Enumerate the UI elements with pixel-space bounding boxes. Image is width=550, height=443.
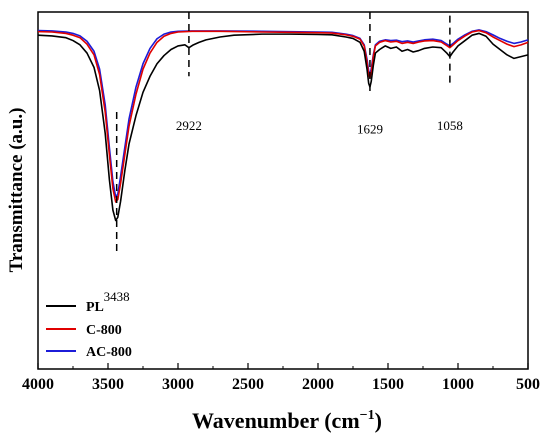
x-axis-title-superscript: −1 <box>360 408 375 423</box>
x-tick-label-2000: 2000 <box>302 376 334 393</box>
annotation-label-3438: 3438 <box>104 289 130 304</box>
legend: PL C-800 AC-800 <box>46 300 132 360</box>
x-tick-label-500: 500 <box>516 376 540 393</box>
legend-label-c-800: C-800 <box>86 323 122 338</box>
x-axis-title-main: Wavenumber (cm <box>192 408 360 433</box>
series-line-pl <box>37 32 529 222</box>
series-layer <box>37 29 529 222</box>
annotation-label-1058: 1058 <box>437 118 463 133</box>
x-tick-label-3500: 3500 <box>92 376 124 393</box>
series-line-c-800 <box>37 29 529 203</box>
x-tick-label-4000: 4000 <box>22 376 54 393</box>
x-tick-label-1000: 1000 <box>442 376 474 393</box>
legend-label-pl: PL <box>86 300 104 315</box>
x-tick-layer: 4000 3500 3000 2500 2000 1500 1000 500 <box>22 363 540 393</box>
x-axis-title: Wavenumber (cm−1) <box>192 408 382 433</box>
x-tick-label-1500: 1500 <box>372 376 404 393</box>
plot-frame <box>37 11 529 370</box>
legend-label-ac-800: AC-800 <box>86 345 132 360</box>
x-axis-title-close: ) <box>375 408 382 433</box>
annotation-layer: 3438 2922 1629 1058 <box>104 12 463 304</box>
x-tick-label-2500: 2500 <box>232 376 264 393</box>
x-tick-label-3000: 3000 <box>162 376 194 393</box>
y-axis-title: Transmittance (a.u.) <box>6 108 27 273</box>
annotation-label-2922: 2922 <box>176 118 202 133</box>
annotation-label-1629: 1629 <box>357 121 383 136</box>
